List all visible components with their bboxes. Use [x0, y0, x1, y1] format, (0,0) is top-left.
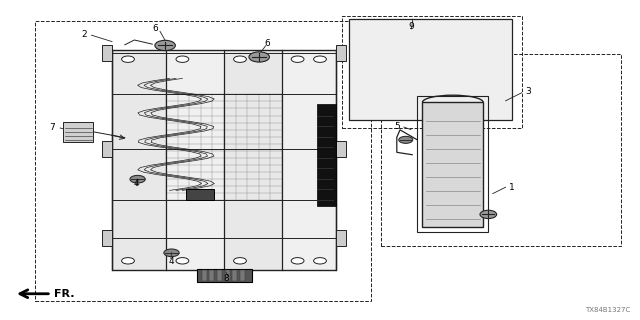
Text: 4: 4 — [134, 179, 139, 188]
Bar — [225, 270, 230, 281]
Bar — [240, 270, 245, 281]
Bar — [282, 50, 336, 270]
Circle shape — [164, 249, 179, 257]
Text: 6: 6 — [265, 39, 270, 48]
Circle shape — [249, 52, 269, 62]
Bar — [166, 50, 224, 270]
Bar — [232, 270, 237, 281]
Bar — [422, 102, 483, 227]
Bar — [197, 269, 252, 282]
Circle shape — [480, 210, 497, 219]
Polygon shape — [336, 141, 346, 157]
Text: 6: 6 — [153, 24, 158, 33]
Bar — [342, 16, 522, 128]
Text: 5: 5 — [395, 122, 400, 131]
Polygon shape — [336, 230, 346, 246]
Bar — [202, 270, 207, 281]
Bar — [63, 122, 93, 142]
Bar — [112, 50, 166, 270]
Text: 9: 9 — [409, 22, 414, 31]
Polygon shape — [102, 45, 112, 61]
Bar — [224, 50, 282, 270]
Polygon shape — [102, 230, 112, 246]
Circle shape — [399, 136, 413, 143]
Circle shape — [176, 258, 189, 264]
Circle shape — [176, 56, 189, 62]
Text: 2: 2 — [82, 30, 87, 39]
Circle shape — [155, 40, 175, 51]
Text: FR.: FR. — [54, 289, 75, 299]
Bar — [186, 189, 214, 200]
Circle shape — [234, 56, 246, 62]
Bar — [217, 270, 222, 281]
Circle shape — [291, 56, 304, 62]
Polygon shape — [336, 45, 346, 61]
Bar — [417, 96, 488, 232]
Bar — [209, 270, 214, 281]
Text: 8: 8 — [223, 274, 228, 283]
Circle shape — [130, 175, 145, 183]
Text: 7: 7 — [50, 124, 55, 132]
Bar — [349, 19, 512, 120]
Text: 1: 1 — [509, 183, 515, 192]
Circle shape — [234, 258, 246, 264]
Bar — [317, 104, 336, 206]
Circle shape — [122, 56, 134, 62]
Bar — [35, 21, 371, 301]
Text: TX84B1327C: TX84B1327C — [585, 307, 630, 313]
Circle shape — [314, 258, 326, 264]
Circle shape — [314, 56, 326, 62]
Text: 4: 4 — [168, 257, 173, 266]
Text: 3: 3 — [525, 87, 531, 96]
Bar — [381, 54, 621, 246]
Circle shape — [122, 258, 134, 264]
Polygon shape — [102, 141, 112, 157]
Circle shape — [291, 258, 304, 264]
